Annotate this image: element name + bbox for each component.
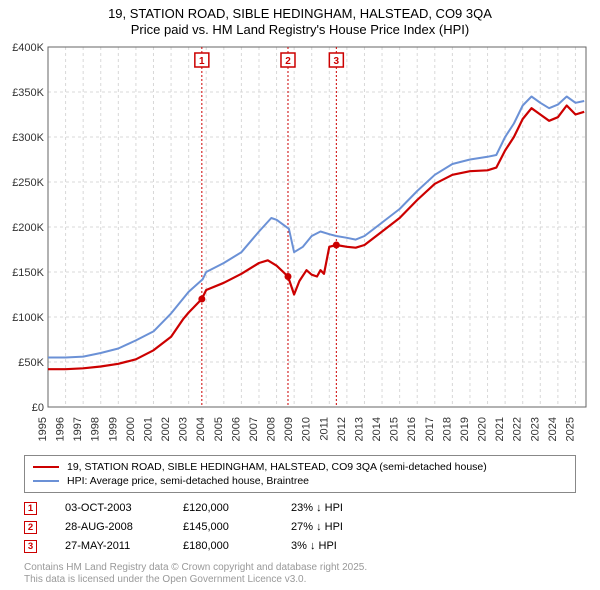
svg-text:£250K: £250K [12,177,44,189]
svg-text:1995: 1995 [37,417,49,441]
license-text: Contains HM Land Registry data © Crown c… [24,562,576,587]
legend-swatch-1 [33,466,59,468]
svg-text:2: 2 [285,56,291,67]
legend-label-2: HPI: Average price, semi-detached house,… [67,475,309,487]
svg-text:2008: 2008 [266,417,278,441]
svg-text:2009: 2009 [283,417,295,441]
svg-text:£100K: £100K [12,312,44,324]
event-date: 03-OCT-2003 [65,502,155,514]
svg-text:2022: 2022 [512,417,524,441]
svg-text:2005: 2005 [213,417,225,441]
chart-area: £0 £50K £100K £150K £200K £250K £300K £350K £400… [0,39,600,449]
svg-text:2017: 2017 [424,417,436,441]
event-marker-box: 1 [24,502,37,515]
event-marker-box: 2 [24,521,37,534]
svg-text:£150K: £150K [12,267,44,279]
svg-text:£200K: £200K [12,222,44,234]
svg-text:2015: 2015 [389,417,401,441]
svg-text:2025: 2025 [564,417,576,441]
svg-text:2023: 2023 [529,417,541,441]
svg-text:£50K: £50K [18,357,44,369]
svg-text:2012: 2012 [336,417,348,441]
event-diff: 27% ↓ HPI [291,521,381,533]
license-line1: Contains HM Land Registry data © Crown c… [24,562,576,575]
svg-text:2003: 2003 [178,417,190,441]
title-line1: 19, STATION ROAD, SIBLE HEDINGHAM, HALST… [0,6,600,22]
event-price: £120,000 [183,502,263,514]
svg-text:2021: 2021 [494,416,506,440]
svg-text:£350K: £350K [12,87,44,99]
svg-text:2020: 2020 [477,417,489,441]
legend: 19, STATION ROAD, SIBLE HEDINGHAM, HALST… [24,455,576,493]
svg-text:2004: 2004 [195,417,207,441]
svg-text:2000: 2000 [125,417,137,441]
svg-text:£400K: £400K [12,42,44,54]
legend-row-2: HPI: Average price, semi-detached house,… [33,474,567,488]
event-row: 3 27-MAY-2011 £180,000 3% ↓ HPI [24,537,576,556]
event-price: £145,000 [183,521,263,533]
event-marker-box: 3 [24,540,37,553]
svg-text:2001: 2001 [142,417,154,441]
title-line2: Price paid vs. HM Land Registry's House … [0,22,600,38]
event-row: 2 28-AUG-2008 £145,000 27% ↓ HPI [24,518,576,537]
legend-row-1: 19, STATION ROAD, SIBLE HEDINGHAM, HALST… [33,460,567,474]
event-diff: 23% ↓ HPI [291,502,381,514]
chart-svg: £0 £50K £100K £150K £200K £250K £300K £350K £400… [0,39,600,449]
svg-text:2007: 2007 [248,417,260,441]
svg-text:1996: 1996 [55,417,67,441]
chart-title: 19, STATION ROAD, SIBLE HEDINGHAM, HALST… [0,0,600,39]
svg-text:3: 3 [334,56,340,67]
svg-text:£0: £0 [32,402,44,414]
svg-text:2010: 2010 [301,417,313,441]
svg-text:2013: 2013 [353,417,365,441]
event-date: 27-MAY-2011 [65,540,155,552]
license-line2: This data is licensed under the Open Gov… [24,574,576,587]
svg-text:2014: 2014 [371,417,383,441]
svg-text:2018: 2018 [441,417,453,441]
svg-text:1998: 1998 [90,417,102,441]
svg-text:1: 1 [199,56,205,67]
svg-text:2006: 2006 [230,417,242,441]
svg-text:2016: 2016 [406,417,418,441]
event-row: 1 03-OCT-2003 £120,000 23% ↓ HPI [24,499,576,518]
svg-text:2019: 2019 [459,417,471,441]
event-table: 1 03-OCT-2003 £120,000 23% ↓ HPI 2 28-AUG-200… [24,499,576,556]
legend-label-1: 19, STATION ROAD, SIBLE HEDINGHAM, HALST… [67,461,487,473]
event-diff: 3% ↓ HPI [291,540,381,552]
svg-text:2011: 2011 [318,417,330,441]
svg-text:2024: 2024 [547,417,559,441]
event-date: 28-AUG-2008 [65,521,155,533]
legend-swatch-2 [33,480,59,482]
event-price: £180,000 [183,540,263,552]
svg-text:2002: 2002 [160,417,172,441]
svg-text:£300K: £300K [12,132,44,144]
svg-text:1997: 1997 [72,417,84,441]
svg-text:1999: 1999 [107,417,119,441]
